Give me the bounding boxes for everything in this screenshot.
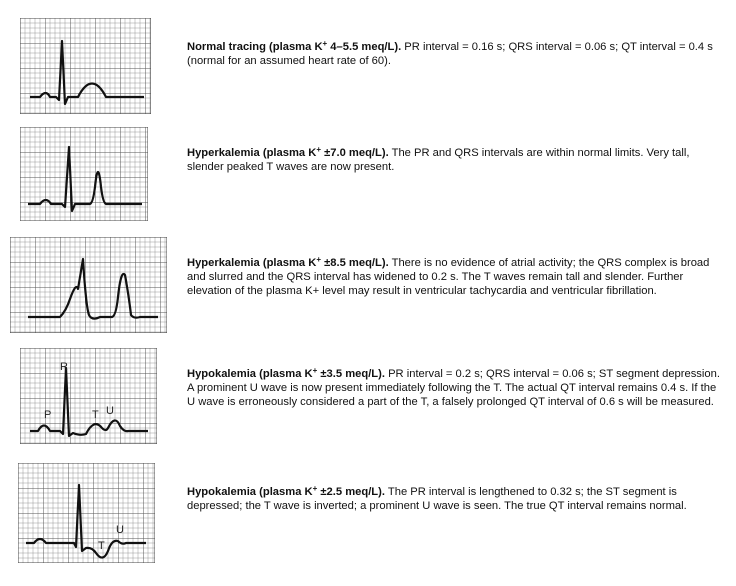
ecg-trace <box>28 257 158 320</box>
ecg-normal <box>20 18 151 114</box>
panel-hypokalemia-2-5-text: Hypokalemia (plasma K+ ±2.5 meq/L). The … <box>187 484 687 513</box>
ecg-hyperkalemia-8-5 <box>10 237 167 333</box>
ecg-trace <box>30 39 144 106</box>
wave-label-t: T <box>92 409 99 421</box>
ecg-hypokalemia-3-5: R P T U <box>20 348 157 444</box>
panel-hyperkalemia-7-text: Hyperkalemia (plasma K+ ±7.0 meq/L). The… <box>187 145 690 174</box>
ecg-trace <box>30 366 148 438</box>
wave-label-u: U <box>116 524 124 536</box>
wave-label-t: T <box>98 540 105 552</box>
panel-hypokalemia-3-5-text: Hypokalemia (plasma K+ ±3.5 meq/L). PR i… <box>187 366 720 409</box>
ecg-trace <box>28 145 142 213</box>
ecg-hyperkalemia-7 <box>20 127 148 221</box>
ecg-hypokalemia-2-5: T U <box>18 463 155 563</box>
wave-label-r: R <box>60 361 68 373</box>
wave-label-u: U <box>106 405 114 417</box>
wave-label-p: P <box>44 409 51 421</box>
panel-hyperkalemia-8-5-text: Hyperkalemia (plasma K+ ±8.5 meq/L). The… <box>187 255 710 298</box>
ecg-trace <box>26 483 146 559</box>
panel-normal-text: Normal tracing (plasma K+ 4–5.5 meq/L). … <box>187 39 713 68</box>
